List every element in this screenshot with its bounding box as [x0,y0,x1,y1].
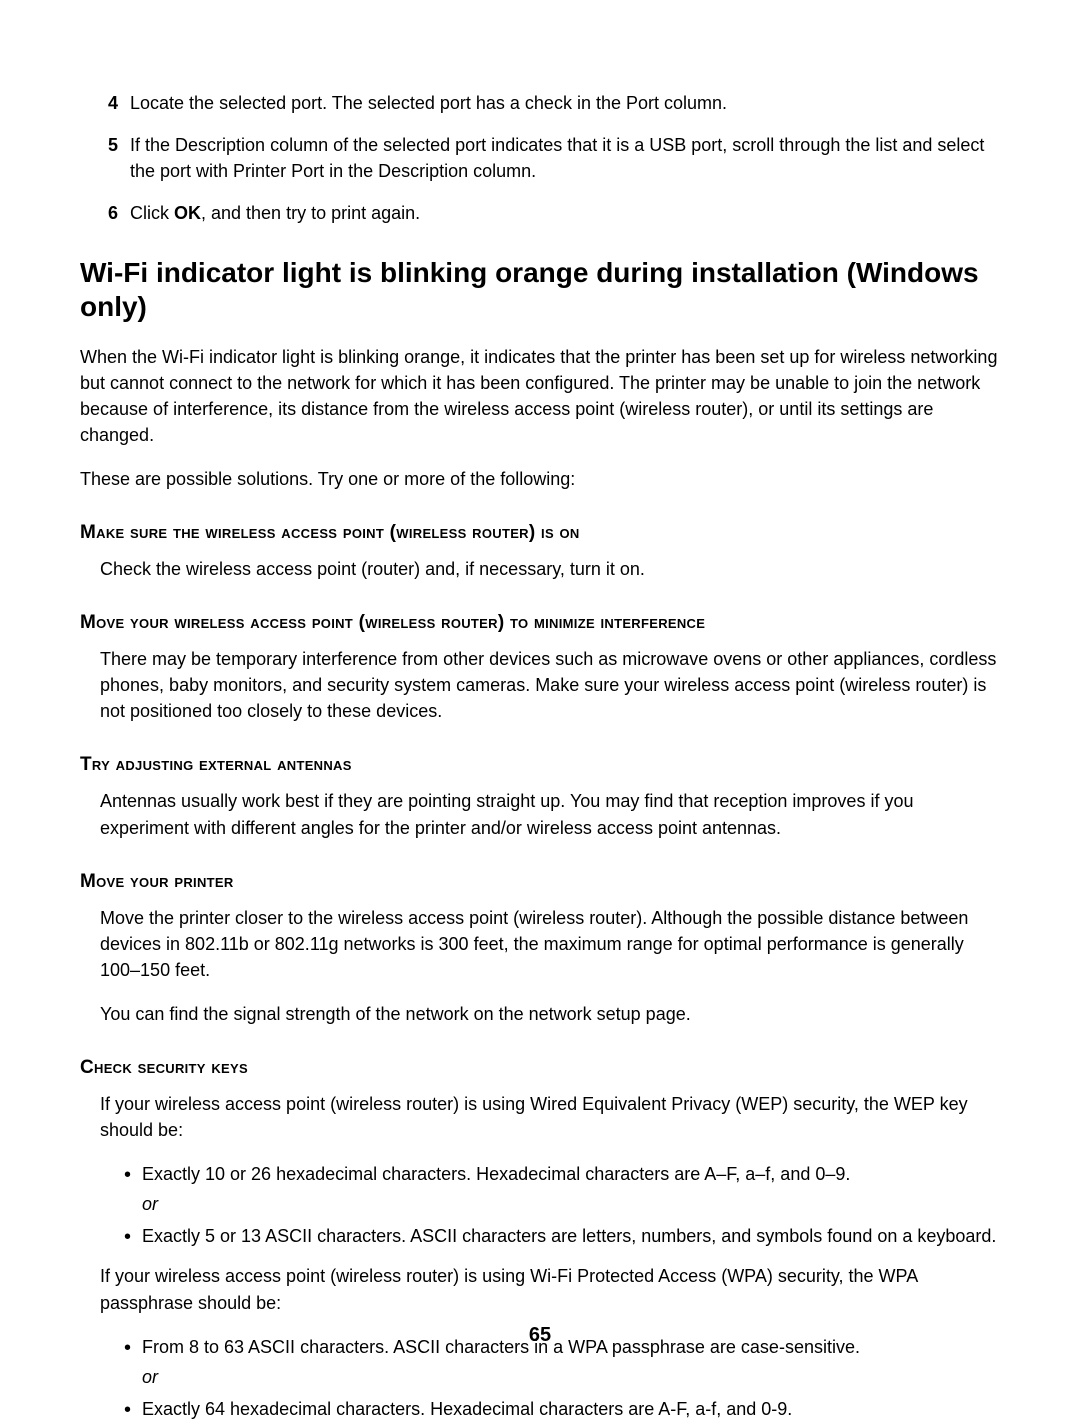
section-paragraph: If your wireless access point (wireless … [100,1263,1000,1315]
section-paragraph: If your wireless access point (wireless … [100,1091,1000,1143]
sub-heading: Make sure the wireless access point (wir… [80,522,1000,544]
section-body: Check the wireless access point (router)… [100,556,1000,582]
or-text: or [142,1364,1000,1390]
bullet-list: Exactly 10 or 26 hexadecimal characters.… [120,1161,1000,1249]
sub-heading: Move your wireless access point (wireles… [80,612,1000,634]
step-text: If the Description column of the selecte… [130,132,1000,184]
step-prefix: Click [130,203,174,223]
step-number: 5 [100,132,118,184]
section-paragraph: Antennas usually work best if they are p… [100,788,1000,840]
intro-paragraph: These are possible solutions. Try one or… [80,466,1000,492]
step-item: 6 Click OK, and then try to print again. [100,200,1000,226]
step-text: Locate the selected port. The selected p… [130,90,1000,116]
step-text: Click OK, and then try to print again. [130,200,1000,226]
step-number: 6 [100,200,118,226]
section-body: If your wireless access point (wireless … [100,1091,1000,1422]
bullet-item: Exactly 10 or 26 hexadecimal characters.… [120,1161,1000,1217]
section-paragraph: Check the wireless access point (router)… [100,556,1000,582]
bullet-item: Exactly 64 hexadecimal characters. Hexad… [120,1396,1000,1422]
section-body: Antennas usually work best if they are p… [100,788,1000,840]
section-paragraph: Move the printer closer to the wireless … [100,905,1000,983]
or-text: or [142,1191,1000,1217]
page-number: 65 [0,1324,1080,1347]
step-suffix: , and then try to print again. [201,203,420,223]
numbered-steps-list: 4 Locate the selected port. The selected… [100,90,1000,226]
section-body: Move the printer closer to the wireless … [100,905,1000,1027]
sub-heading: Move your printer [80,871,1000,893]
step-item: 4 Locate the selected port. The selected… [100,90,1000,116]
main-heading: Wi-Fi indicator light is blinking orange… [80,256,1000,323]
step-item: 5 If the Description column of the selec… [100,132,1000,184]
intro-paragraph: When the Wi-Fi indicator light is blinki… [80,344,1000,448]
sub-heading: Try adjusting external antennas [80,754,1000,776]
step-number: 4 [100,90,118,116]
section-body: There may be temporary interference from… [100,646,1000,724]
bullet-item: Exactly 5 or 13 ASCII characters. ASCII … [120,1223,1000,1249]
sub-heading: Check security keys [80,1057,1000,1079]
bullet-text: Exactly 10 or 26 hexadecimal characters.… [142,1164,850,1184]
section-paragraph: You can find the signal strength of the … [100,1001,1000,1027]
section-paragraph: There may be temporary interference from… [100,646,1000,724]
step-bold: OK [174,203,201,223]
